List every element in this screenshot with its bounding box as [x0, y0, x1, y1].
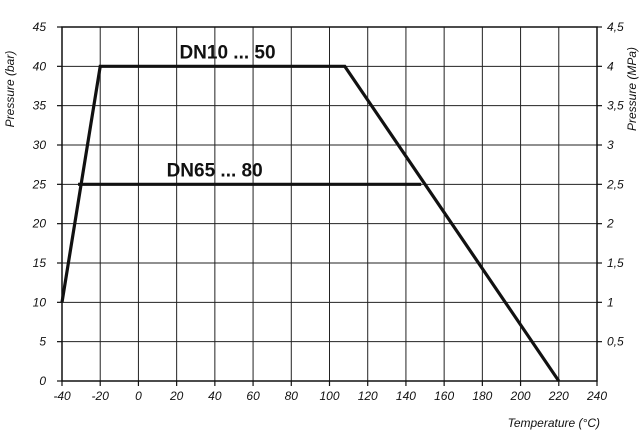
- x-tick-label: 160: [434, 389, 454, 403]
- y-axis-title: Pressure (bar): [3, 51, 17, 128]
- y-tick-label: 45: [33, 20, 47, 34]
- y2-tick-label: 2: [606, 217, 614, 231]
- y2-axis-title: Pressure (MPa): [625, 47, 639, 131]
- y-tick-label: 35: [33, 99, 47, 113]
- x-tick-label: 180: [472, 389, 492, 403]
- y-tick-label: 0: [39, 374, 46, 388]
- y2-tick-label: 3: [607, 138, 614, 152]
- x-axis-ticks: -40 -20 0 20 40 60 80 100 120 140 160 180 200 220 240: [53, 381, 607, 403]
- x-tick-label: 200: [510, 389, 531, 403]
- y2-tick-label: 0,5: [607, 335, 624, 349]
- x-tick-label: 40: [208, 389, 222, 403]
- x-tick-label: 140: [396, 389, 416, 403]
- y-tick-label: 25: [32, 177, 47, 191]
- y-tick-label: 20: [32, 217, 47, 231]
- x-tick-label: 240: [586, 389, 607, 403]
- x-tick-label: 80: [285, 389, 299, 403]
- y2-tick-label: 3,5: [607, 99, 624, 113]
- x-tick-label: 120: [358, 389, 378, 403]
- x-tick-label: -20: [92, 389, 110, 403]
- y-tick-label: 15: [33, 256, 47, 270]
- y2-tick-label: 2,5: [606, 177, 624, 191]
- y-tick-label: 40: [33, 59, 47, 73]
- y-tick-label: 30: [33, 138, 47, 152]
- series-label-1: DN10 ... 50: [179, 42, 275, 63]
- y2-tick-label: 4: [607, 59, 614, 73]
- grid: [62, 27, 597, 381]
- y2-tick-label: 4,5: [607, 20, 624, 34]
- y2-axis-ticks: 0,5 1 1,5 2 2,5 3 3,5 4 4,5: [597, 20, 624, 349]
- y-axis-ticks: 0 5 10 15 20 25 30 35 40 45: [32, 20, 62, 388]
- x-tick-label: -40: [53, 389, 71, 403]
- y2-tick-label: 1,5: [607, 256, 624, 270]
- x-tick-label: 60: [246, 389, 260, 403]
- y-tick-label: 10: [33, 295, 47, 309]
- x-tick-label: 0: [135, 389, 142, 403]
- y2-tick-label: 1: [607, 295, 614, 309]
- series-labels: DN10 ... 50 DN65 ... 80: [167, 42, 276, 181]
- series-lines: [60, 64, 561, 382]
- y-tick-label: 5: [39, 335, 46, 349]
- x-tick-label: 100: [319, 389, 339, 403]
- x-axis-title: Temperature (°C): [508, 416, 600, 430]
- series-label-2: DN65 ... 80: [167, 160, 263, 181]
- x-tick-label: 220: [548, 389, 569, 403]
- x-tick-label: 20: [169, 389, 184, 403]
